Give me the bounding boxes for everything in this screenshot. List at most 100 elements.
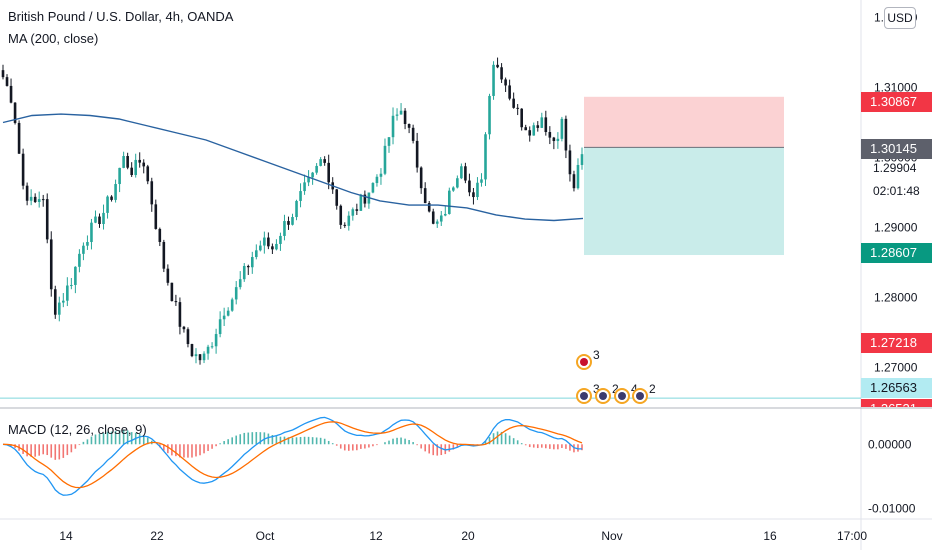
- candle-body: [528, 130, 532, 136]
- candle-body: [431, 211, 435, 224]
- candle-body: [287, 221, 290, 225]
- candle-body: [130, 167, 133, 176]
- candle-body: [299, 191, 302, 201]
- candle-body: [222, 315, 226, 320]
- candle-body: [102, 212, 105, 225]
- candle-body: [435, 221, 439, 224]
- candle-body: [335, 189, 339, 206]
- candle-body: [98, 216, 101, 225]
- candle-body: [423, 188, 427, 204]
- candle-body: [387, 137, 391, 146]
- symbol-title[interactable]: British Pound / U.S. Dollar, 4h, OANDA: [8, 9, 234, 24]
- candle-body: [339, 205, 343, 225]
- candle-body: [516, 107, 519, 109]
- candle-body: [399, 110, 403, 115]
- candle-body: [230, 299, 234, 311]
- price-tick-label: 1.28000: [874, 291, 918, 305]
- candle-body: [263, 237, 266, 246]
- candle-body: [291, 217, 294, 225]
- candle-body: [484, 134, 487, 180]
- candle-body: [443, 213, 447, 216]
- candle-body: [78, 253, 81, 267]
- candle-body: [347, 215, 351, 226]
- candle-body: [271, 246, 274, 250]
- candle-body: [283, 221, 286, 236]
- candle-body: [267, 237, 270, 247]
- candle-body: [407, 123, 411, 128]
- candle-body: [53, 289, 57, 315]
- candle-body: [9, 85, 13, 103]
- candle-body: [174, 301, 178, 303]
- candle-body: [460, 166, 463, 179]
- flag-center: [636, 392, 644, 400]
- stop-loss-price-tag: 1.30867: [861, 92, 932, 112]
- candle-body: [556, 138, 560, 142]
- risk-zone: [584, 96, 784, 148]
- candle-body: [359, 194, 363, 211]
- candle-body: [86, 242, 89, 246]
- candle-body: [351, 209, 355, 216]
- take-profit-price-tag: 1.28607: [861, 243, 932, 263]
- macd-tick-label: -0.01000: [868, 501, 916, 515]
- candle-body: [126, 156, 129, 168]
- candle-body: [508, 85, 511, 99]
- candle-body: [295, 200, 298, 218]
- candle-body: [134, 159, 137, 176]
- reward-zone: [584, 147, 784, 256]
- candle-body: [456, 178, 459, 188]
- candle-body: [90, 222, 93, 243]
- candle-body: [452, 187, 455, 191]
- candle-body: [379, 173, 383, 177]
- candle-body: [218, 319, 222, 335]
- candle-body: [343, 224, 347, 226]
- candle-body: [33, 196, 37, 203]
- time-tick-label: 14: [59, 529, 73, 543]
- macd-line: [2, 416, 583, 496]
- candle-body: [57, 302, 61, 315]
- time-tick-label: 16: [763, 529, 777, 543]
- candle-body: [142, 162, 146, 167]
- candle-body: [25, 185, 29, 201]
- candle-body: [198, 354, 202, 361]
- candle-body: [29, 196, 33, 201]
- candle-body: [214, 334, 218, 347]
- candle-body: [210, 346, 214, 348]
- countdown-label: 02:01:48: [873, 184, 920, 198]
- candle-body: [560, 118, 564, 139]
- candle-body: [1, 70, 5, 78]
- candle-body: [166, 268, 170, 283]
- macd-legend[interactable]: MACD (12, 26, close, 9): [8, 422, 147, 437]
- alert-price-tag: 1.27218: [861, 333, 932, 353]
- flag-center: [580, 358, 588, 366]
- currency-button[interactable]: USD: [884, 7, 916, 29]
- event-count: 3: [593, 348, 600, 362]
- candle-body: [319, 159, 322, 166]
- candle-body: [206, 346, 210, 354]
- candle-body: [5, 77, 9, 86]
- event-count: 2: [649, 382, 656, 396]
- candle-body: [448, 190, 451, 214]
- signal-line: [2, 421, 583, 489]
- entry-price-tag: 1.30145: [861, 139, 932, 159]
- candle-body: [532, 125, 536, 136]
- candle-body: [190, 344, 194, 357]
- candle-body: [226, 310, 230, 316]
- candle-body: [138, 159, 142, 163]
- ma-legend[interactable]: MA (200, close): [8, 31, 99, 46]
- candle-body: [194, 354, 198, 357]
- candle-body: [371, 183, 375, 193]
- candle-body: [403, 110, 407, 124]
- candle-body: [122, 156, 125, 168]
- candle-body: [162, 241, 166, 269]
- candle-body: [572, 174, 576, 189]
- candle-body: [540, 117, 544, 128]
- candle-body: [114, 184, 117, 200]
- candle-body: [234, 287, 238, 300]
- candle-body: [250, 257, 254, 268]
- candle-body: [564, 118, 568, 151]
- candle-body: [568, 150, 572, 175]
- candle-body: [419, 167, 423, 189]
- candle-body: [307, 177, 310, 183]
